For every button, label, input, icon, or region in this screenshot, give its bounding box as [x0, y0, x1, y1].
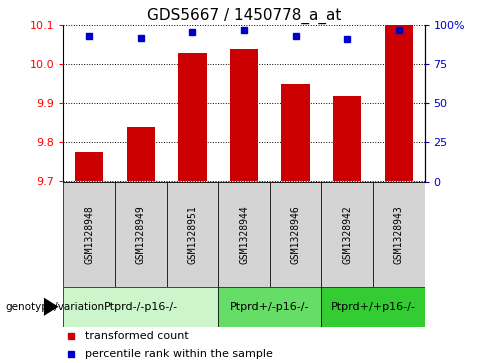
Text: Ptprd-/-p16-/-: Ptprd-/-p16-/-: [104, 302, 178, 312]
Text: transformed count: transformed count: [85, 331, 189, 341]
Text: GSM1328943: GSM1328943: [394, 205, 404, 264]
Bar: [218, 287, 322, 327]
Text: Ptprd+/+p16-/-: Ptprd+/+p16-/-: [330, 302, 415, 312]
Text: GSM1328946: GSM1328946: [290, 205, 301, 264]
Title: GDS5667 / 1450778_a_at: GDS5667 / 1450778_a_at: [147, 8, 341, 24]
Bar: [333, 95, 362, 182]
Text: GSM1328948: GSM1328948: [84, 205, 94, 264]
Text: GSM1328944: GSM1328944: [239, 205, 249, 264]
Bar: [322, 182, 373, 287]
Bar: [230, 49, 258, 182]
Bar: [218, 182, 270, 287]
Text: genotype/variation: genotype/variation: [5, 302, 104, 312]
Bar: [373, 182, 425, 287]
Bar: [63, 287, 218, 327]
Bar: [270, 182, 322, 287]
Text: GSM1328949: GSM1328949: [136, 205, 146, 264]
Bar: [115, 182, 166, 287]
Bar: [385, 25, 413, 182]
Bar: [127, 127, 155, 182]
Bar: [322, 287, 425, 327]
Polygon shape: [44, 298, 59, 316]
Text: percentile rank within the sample: percentile rank within the sample: [85, 349, 273, 359]
Bar: [166, 182, 218, 287]
Bar: [63, 182, 115, 287]
Bar: [178, 53, 206, 181]
Bar: [282, 84, 310, 182]
Bar: [75, 152, 103, 182]
Text: GSM1328951: GSM1328951: [187, 205, 198, 264]
Text: GSM1328942: GSM1328942: [342, 205, 352, 264]
Text: Ptprd+/-p16-/-: Ptprd+/-p16-/-: [230, 302, 309, 312]
